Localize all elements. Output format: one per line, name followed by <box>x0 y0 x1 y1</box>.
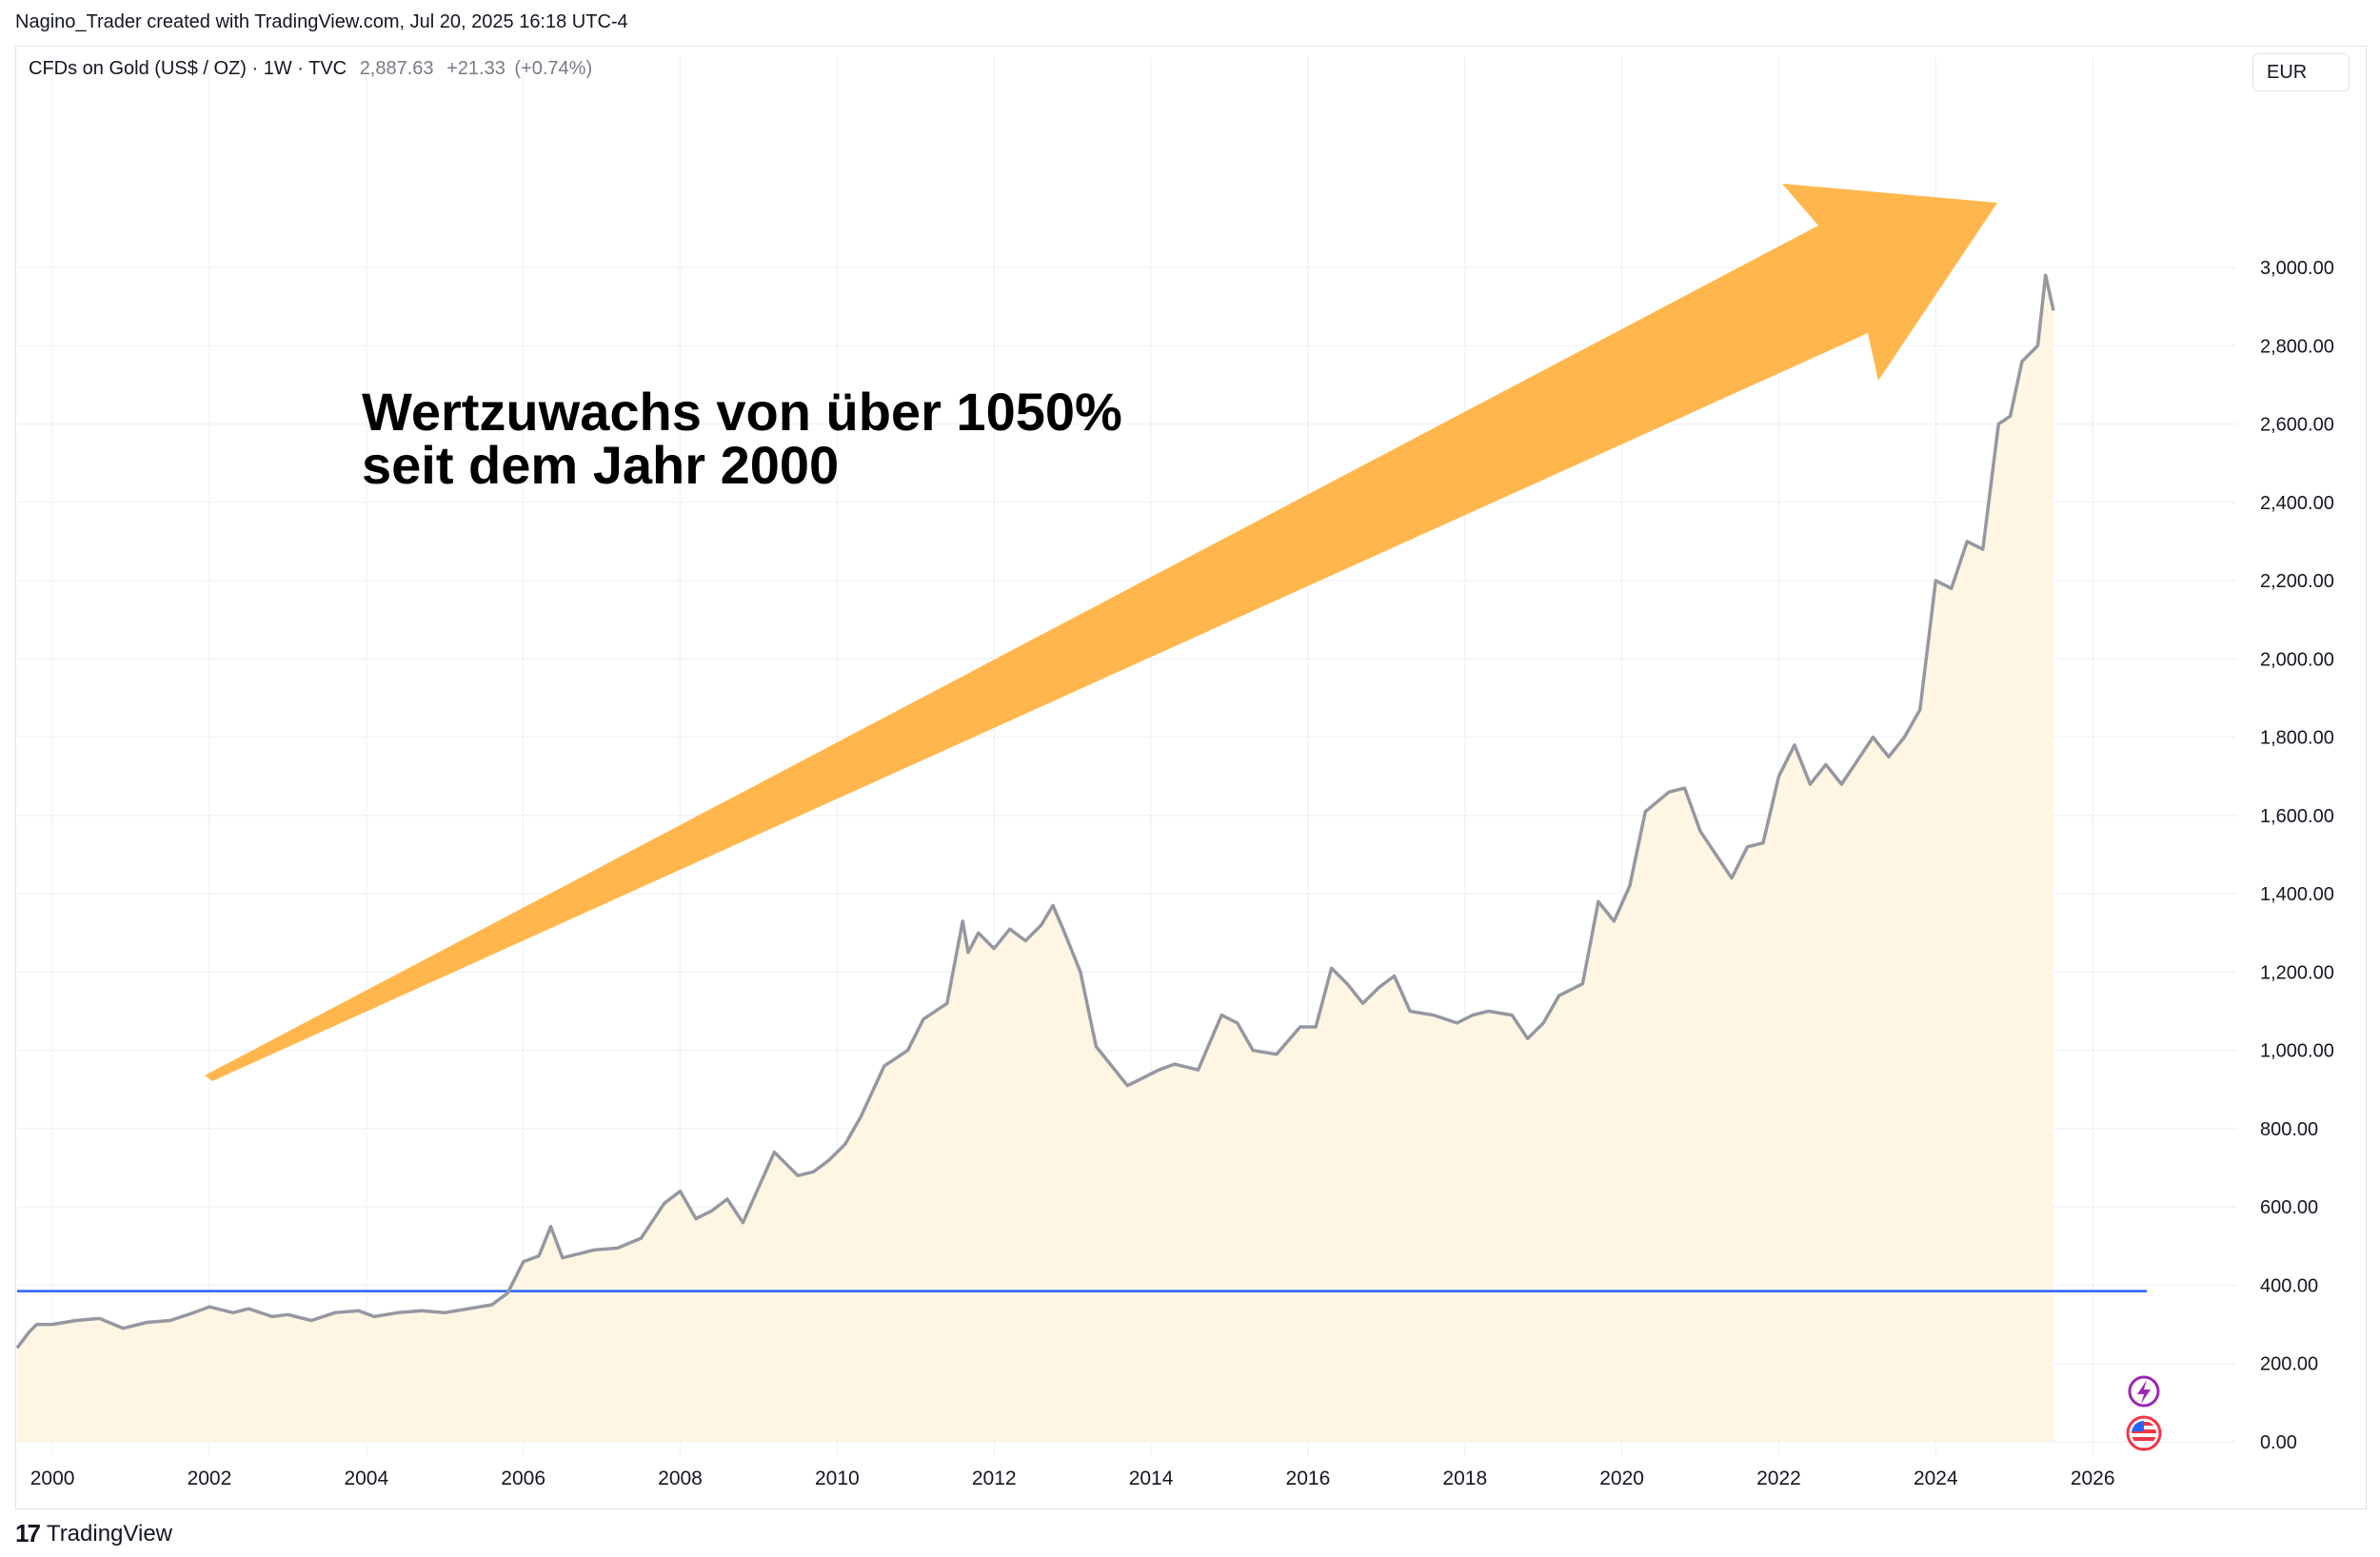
y-tick-label: 1,600.00 <box>2260 806 2334 827</box>
last-price: 2,887.63 <box>359 58 434 79</box>
tradingview-logo-icon: 17 <box>15 1519 41 1547</box>
chart-frame <box>15 46 2367 1509</box>
y-tick-label: 200.00 <box>2260 1354 2318 1375</box>
x-axis: 2000 2002 2004 2006 2008 2010 2012 2014 2016 2018… <box>30 1468 2115 1489</box>
tradingview-logo[interactable]: 17 TradingView <box>15 1519 172 1548</box>
x-tick-label: 2022 <box>1756 1468 1801 1489</box>
x-tick-label: 2002 <box>188 1468 232 1489</box>
us-flag-icon[interactable] <box>2126 1415 2162 1451</box>
y-tick-label: 800.00 <box>2260 1119 2318 1140</box>
price-change: +21.33 <box>446 58 506 79</box>
lightning-icon[interactable] <box>2128 1375 2160 1408</box>
symbol-legend: CFDs on Gold (US$ / OZ) · 1W · TVC 2,887… <box>29 58 592 80</box>
symbol-title: CFDs on Gold (US$ / OZ) · 1W · TVC <box>29 58 347 79</box>
y-tick-label: 1,000.00 <box>2260 1041 2334 1062</box>
y-tick-label: 600.00 <box>2260 1197 2318 1218</box>
x-tick-label: 2016 <box>1286 1468 1331 1489</box>
y-tick-label: 400.00 <box>2260 1275 2318 1296</box>
x-tick-label: 2024 <box>1914 1468 1958 1489</box>
y-axis: 0.00 200.00 400.00 600.00 800.00 1,000.00 1,20… <box>2260 258 2334 1453</box>
currency-button[interactable]: EUR <box>2252 53 2350 91</box>
y-tick-label: 1,200.00 <box>2260 962 2334 983</box>
x-tick-label: 2004 <box>344 1468 388 1489</box>
y-tick-label: 3,000.00 <box>2260 258 2334 279</box>
x-tick-label: 2000 <box>30 1468 75 1489</box>
price-change-percent: (+0.74%) <box>514 58 593 79</box>
tradingview-brand: TradingView <box>46 1520 172 1547</box>
y-tick-label: 1,400.00 <box>2260 884 2334 905</box>
x-tick-label: 2006 <box>501 1468 545 1489</box>
y-tick-label: 2,400.00 <box>2260 493 2334 514</box>
chart-credit: Nagino_Trader created with TradingView.c… <box>15 11 628 32</box>
x-tick-label: 2026 <box>2071 1468 2115 1489</box>
x-tick-label: 2018 <box>1442 1468 1487 1489</box>
price-area-fill <box>17 275 2053 1443</box>
y-tick-label: 2,000.00 <box>2260 649 2334 670</box>
x-tick-label: 2012 <box>972 1468 1017 1489</box>
annotation-line-1: Wertzuwachs von über 1050% <box>362 382 1122 442</box>
x-tick-label: 2014 <box>1129 1468 1174 1489</box>
y-tick-label: 2,200.00 <box>2260 571 2334 592</box>
y-tick-label: 0.00 <box>2260 1432 2297 1453</box>
price-series-line <box>15 273 2055 1350</box>
y-tick-label: 2,600.00 <box>2260 415 2334 436</box>
growth-arrow <box>205 184 1997 1081</box>
x-tick-label: 2008 <box>658 1468 703 1489</box>
x-tick-label: 2020 <box>1599 1468 1644 1489</box>
x-tick-label: 2010 <box>815 1468 860 1489</box>
y-tick-label: 2,800.00 <box>2260 336 2334 357</box>
y-tick-label: 1,800.00 <box>2260 728 2334 749</box>
annotation-line-2: seit dem Jahr 2000 <box>362 435 839 495</box>
